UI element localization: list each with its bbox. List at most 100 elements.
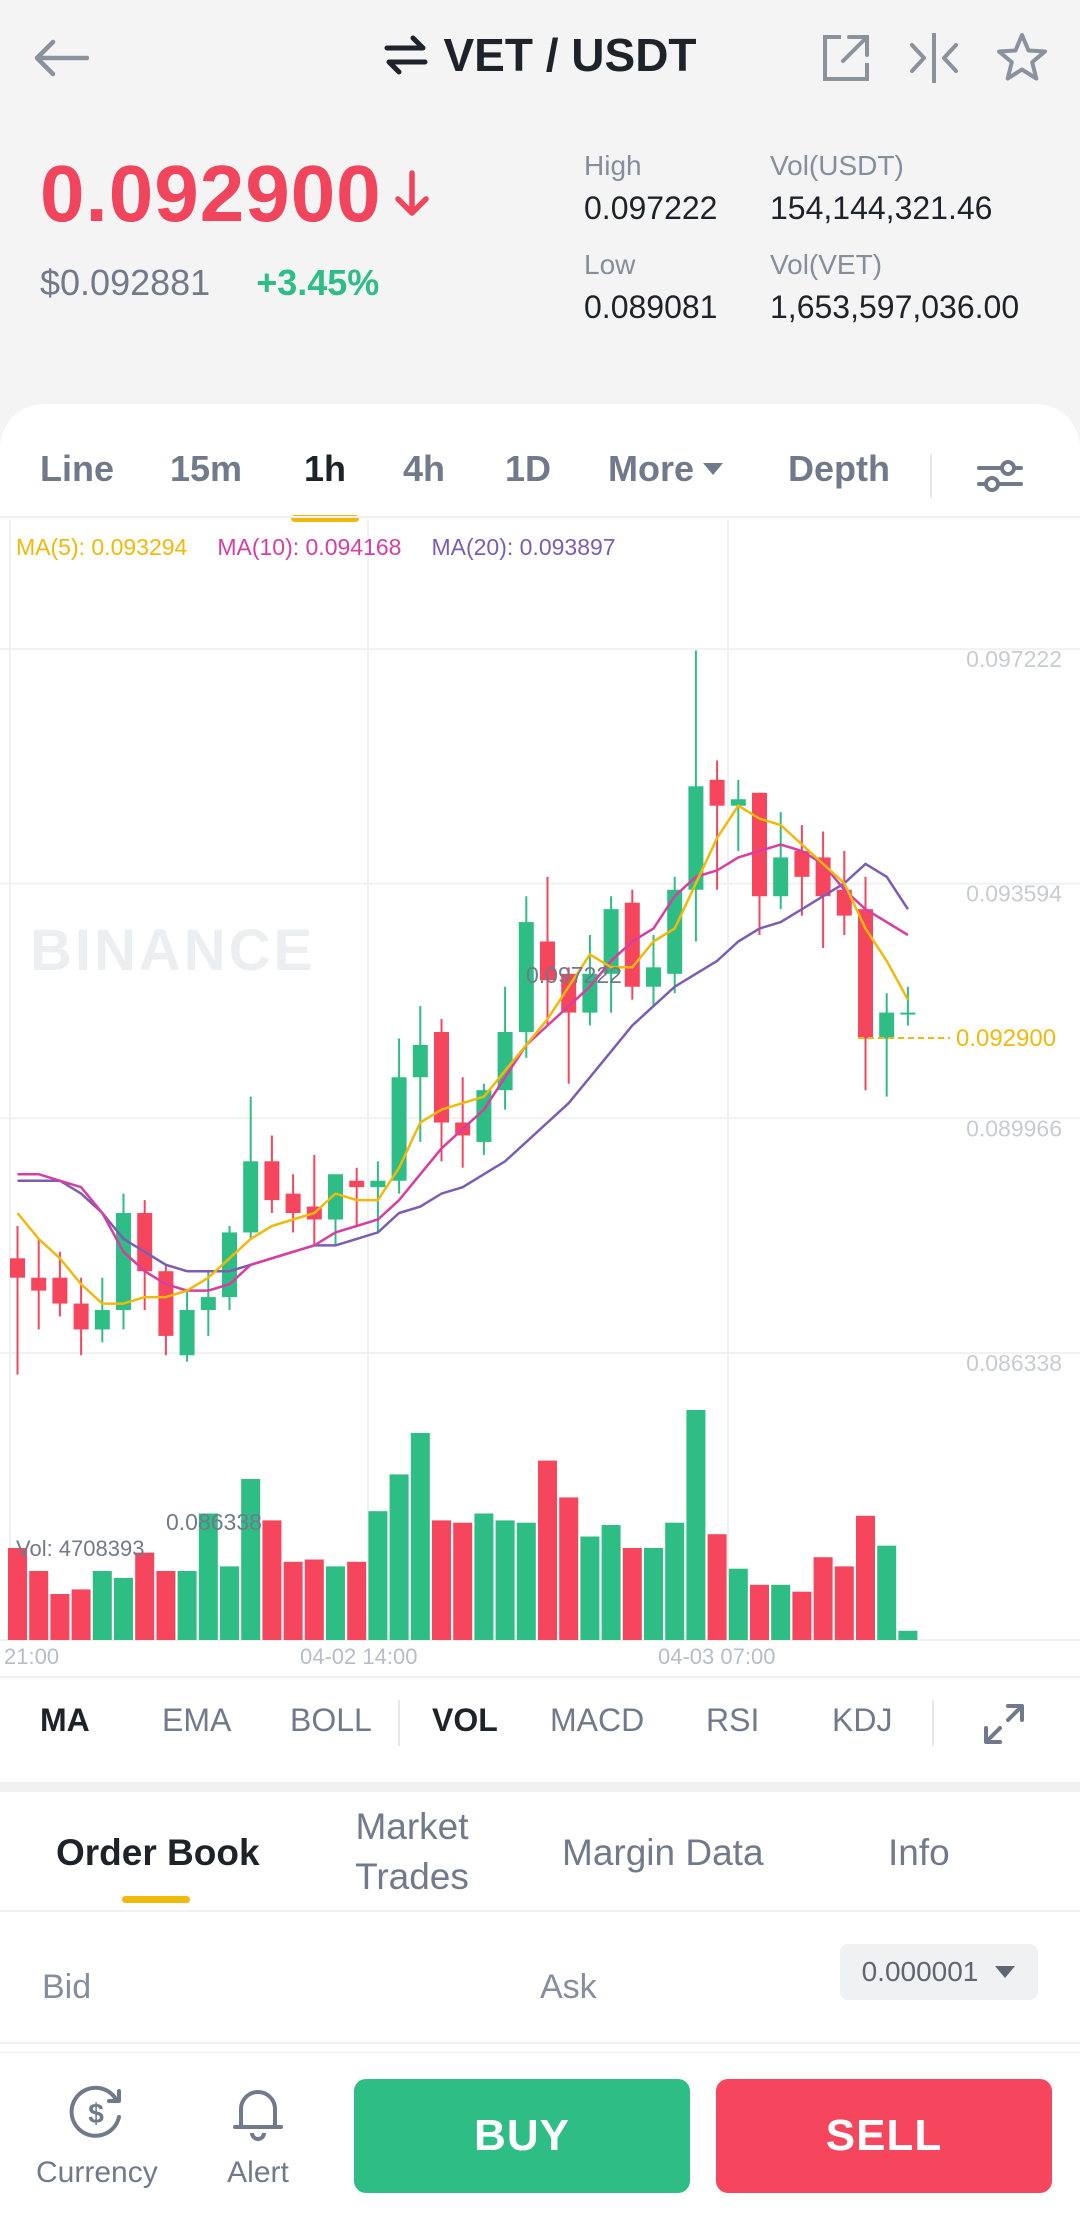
indicator-separator-2 [932,1700,934,1746]
ma5-legend: MA(5): 0.093294 [16,534,188,560]
buy-button[interactable]: BUY [354,2079,690,2193]
back-button[interactable] [28,26,92,90]
ind-vol[interactable]: VOL [432,1702,498,1738]
volume-bar [707,1534,727,1640]
tab-market-trades[interactable]: Market Trades [350,1802,474,1902]
candle-body [858,909,873,1039]
ma10-line [17,843,909,1292]
ind-boll[interactable]: BOLL [290,1702,372,1738]
volume-bar [114,1577,133,1640]
volume-bar [71,1589,91,1640]
sell-button[interactable]: SELL [716,2079,1052,2193]
candle-body [285,1193,301,1214]
candle-body [709,779,725,806]
volume-bar [665,1522,685,1640]
tab-1h[interactable]: 1h [304,448,347,489]
tab-4h[interactable]: 4h [403,448,446,489]
volume-bar [304,1559,324,1640]
price-sub: $0.092881 +3.45% [40,262,379,304]
candle-body [773,857,789,897]
candle-body [730,799,746,806]
candle-body [73,1303,89,1330]
candle-body [349,1180,365,1188]
ma20-line [17,862,909,1273]
svg-text:$: $ [88,2098,104,2129]
star-icon [997,33,1047,81]
timeframe-tabs: Line 15m 1h 4h 1D More Depth [0,428,1080,524]
volume-bar [220,1566,239,1640]
pair-title[interactable]: VET / USDT [0,28,1080,82]
volume-bar [644,1548,663,1640]
usd-price: $0.092881 [40,262,211,303]
tab-margin-data[interactable]: Margin Data [562,1832,764,1873]
volume-bar [559,1497,579,1640]
volume-label: Vol: 4708393. [16,1536,151,1561]
candle-body [158,1271,174,1336]
ind-ma[interactable]: MA [40,1702,90,1738]
volume-bar [156,1571,176,1640]
last-price: 0.092900 [40,148,432,240]
fullscreen-button[interactable] [972,1696,1036,1752]
high-value: 0.097222 [584,190,718,226]
candle-body [10,1258,25,1278]
external-link-icon [823,35,869,81]
volume-bars [8,1410,918,1640]
volume-bar [516,1522,536,1640]
favorite-button[interactable] [992,26,1052,90]
current-price-label: 0.092900 [956,1025,1056,1052]
currency-label: Currency [36,2156,158,2189]
stat-vol-usdt: Vol(USDT) 154,144,321.46 [770,150,1060,227]
tab-more[interactable]: More [608,448,724,490]
ind-macd[interactable]: MACD [550,1702,645,1738]
24h-stats: High 0.097222 Vol(USDT) 154,144,321.46 L… [584,150,1060,326]
bell-icon [233,2090,283,2141]
vol-usdt-value: 154,144,321.46 [770,190,993,226]
stat-vol-vet: Vol(VET) 1,653,597,036.00 [770,249,1060,326]
tab-15m[interactable]: 15m [170,448,243,489]
tab-order-book[interactable]: Order Book [56,1832,260,1873]
candle-body [179,1310,195,1356]
tab-1d[interactable]: 1D [505,448,552,489]
currency-button[interactable]: $ Currency [36,2081,158,2190]
open-external-button[interactable] [816,26,876,90]
candle-body [646,967,661,987]
active-tab-indicator [122,1896,190,1903]
chart-settings-button[interactable] [968,446,1032,506]
volume-bar [50,1594,70,1640]
chart-svg[interactable]: 0.097222 0.093594 0.089966 0.086338 BINANCE… [0,520,1080,1676]
tab-info[interactable]: Info [888,1832,950,1873]
volume-bar [495,1520,515,1640]
candle-body [31,1277,47,1291]
max-price-label: 0.097222 [526,962,622,988]
ma-lines [16,804,909,1305]
volume-bar [92,1571,112,1640]
split-view-button[interactable] [904,26,964,90]
volume-bar [898,1630,918,1640]
candle-body [518,922,534,1032]
volume-bar [347,1561,367,1640]
ind-rsi[interactable]: RSI [706,1702,760,1738]
candlestick-chart[interactable]: 0.097222 0.093594 0.089966 0.086338 BINANCE… [0,520,1080,1676]
tab-depth[interactable]: Depth [788,448,890,489]
ind-ema[interactable]: EMA [162,1702,232,1738]
volume-bar [389,1474,409,1640]
volume-bar [241,1479,261,1640]
low-value: 0.089081 [584,289,718,325]
alert-button[interactable]: Alert [198,2081,318,2190]
volume-bar [326,1566,345,1640]
vol-vet-value: 1,653,597,036.00 [770,289,1020,325]
volume-bar [432,1520,451,1640]
candle-body [52,1277,68,1304]
candle-body [879,1012,895,1039]
candle-body [836,889,852,916]
bid-header: Bid [42,1968,92,2006]
tab-line[interactable]: Line [40,448,115,489]
sliders-icon [977,460,1023,492]
ind-kdj[interactable]: KDJ [832,1702,893,1738]
tab-market-trades-line1: Market [355,1806,469,1847]
section-separator [0,1782,1080,1792]
indicator-separator [398,1700,400,1746]
ma10-legend: MA(10): 0.094168 [217,534,402,560]
action-bar: $ Currency Alert BUY SELL [0,2052,1080,2215]
precision-select[interactable]: 0.000001 [840,1944,1038,2000]
